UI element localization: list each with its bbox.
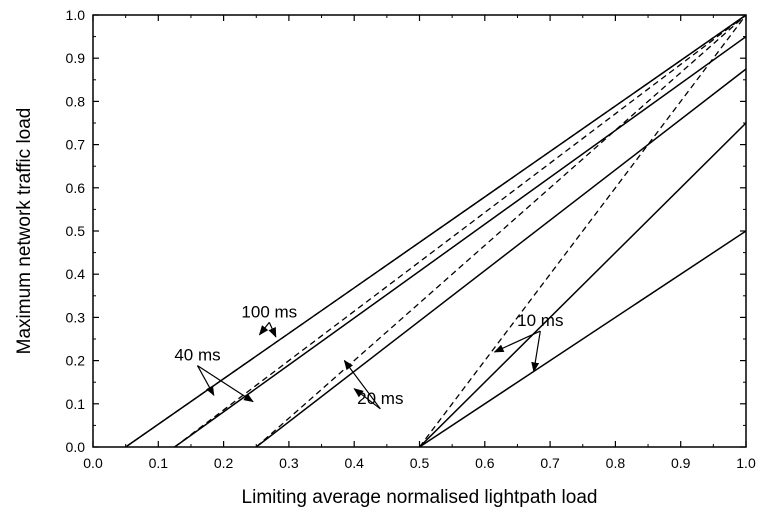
x-tick-label: 0.2 [214, 455, 234, 471]
x-tick-label: 0.1 [149, 455, 169, 471]
y-axis-title: Maximum network traffic load [14, 108, 35, 355]
annotations: 100 ms 40 ms 20 ms 10 ms [174, 302, 563, 410]
x-tick-label: 0.8 [606, 455, 626, 471]
annotation-label-10-ms: 10 ms [517, 311, 563, 330]
y-tick-label: 0.0 [66, 439, 86, 455]
annotation-arrow-40-ms [197, 365, 254, 403]
x-tick-label: 0.6 [475, 455, 495, 471]
annotation-arrow-10-ms [493, 330, 541, 353]
x-axis-title: Limiting average normalised lightpath lo… [242, 487, 598, 508]
annotation-arrow-100-ms [258, 322, 270, 336]
x-tick-label: 0.9 [671, 455, 691, 471]
series-line-7-solid [418, 122, 746, 447]
x-tick-label: 0.4 [344, 455, 364, 471]
y-tick-label: 1.0 [66, 7, 86, 23]
series-line-6-dashed [255, 15, 746, 447]
series-line-4-dashed [174, 15, 746, 447]
annotation-label-20-ms: 20 ms [357, 389, 403, 408]
y-tick-label: 0.3 [66, 309, 86, 325]
plot-frame [92, 14, 747, 448]
y-tick-label: 0.1 [66, 396, 86, 412]
y-tick-label: 0.8 [66, 93, 86, 109]
plot-marks [125, 15, 746, 447]
annotation-arrow-20-ms [343, 359, 381, 410]
annotation-arrow-10-ms [531, 330, 541, 373]
y-tick-label: 0.4 [66, 266, 86, 282]
y-tick-label: 0.7 [66, 137, 86, 153]
axes: 0.0 0.1 0.2 0.3 0.4 0.5 0.6 0.7 0.8 0.9 1.0 0.0 0.1 0… [66, 7, 756, 471]
x-tick-label: 0.5 [410, 455, 430, 471]
annotation-arrow-100-ms [268, 322, 277, 338]
series-line-5-solid [255, 68, 746, 447]
y-tick-label: 0.6 [66, 180, 86, 196]
y-tick-label: 0.5 [66, 223, 86, 239]
x-tick-label: 0.0 [83, 455, 103, 471]
series-line-9-solid [419, 230, 746, 447]
x-tick-label: 0.3 [279, 455, 299, 471]
y-tick-label: 0.2 [66, 353, 86, 369]
series-line-2-dashed [125, 15, 746, 447]
x-tick-label: 0.7 [540, 455, 560, 471]
series-line-3-solid [174, 35, 746, 447]
x-tick-label: 1.0 [736, 455, 756, 471]
annotation-label-100-ms: 100 ms [241, 302, 297, 321]
annotation-arrow-20-ms [353, 388, 381, 410]
annotation-label-40-ms: 40 ms [174, 346, 220, 365]
y-tick-label: 0.9 [66, 50, 86, 66]
annotation-arrow-40-ms [196, 365, 215, 397]
series-line-8-dashed [418, 15, 746, 447]
